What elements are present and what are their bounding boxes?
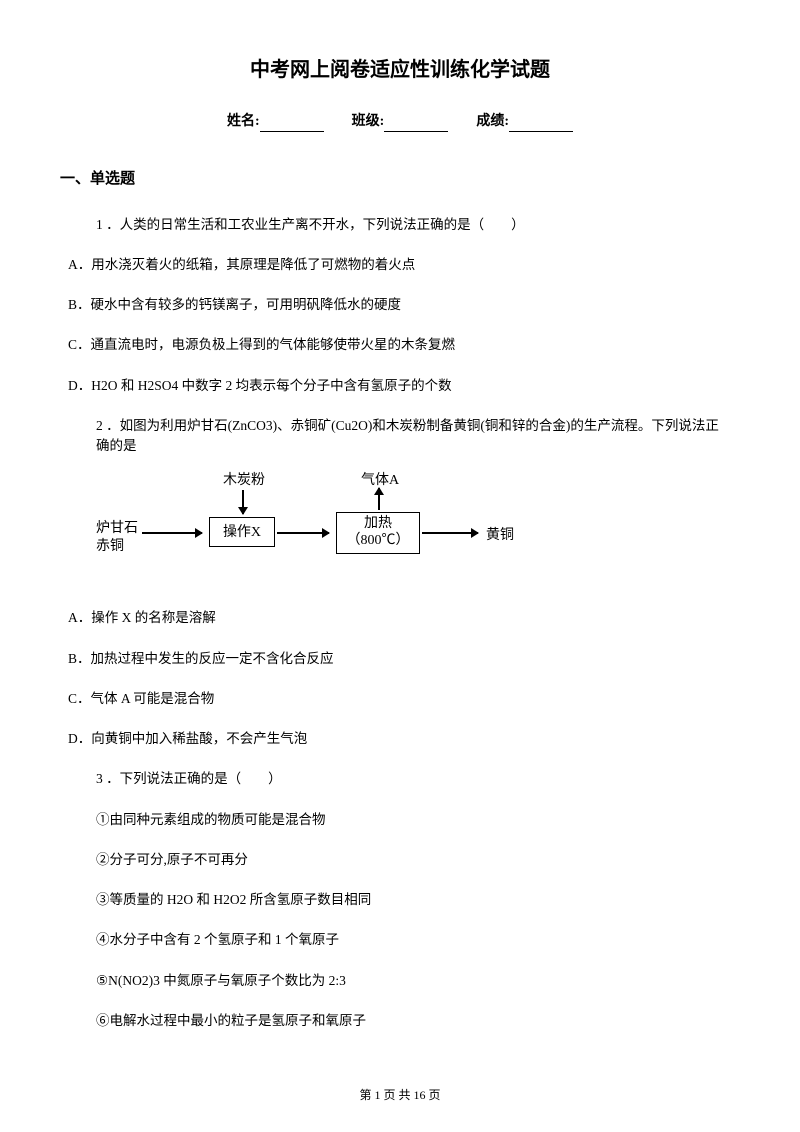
score-blank[interactable] <box>509 116 573 132</box>
diagram-output: 黄铜 <box>486 525 514 546</box>
q3-item-4: ④水分子中含有 2 个氢原子和 1 个氧原子 <box>96 930 732 950</box>
student-info: 姓名: 班级: 成绩: <box>68 111 732 132</box>
question-3-stem: 3 ．下列说法正确的是（ ） <box>96 769 732 789</box>
diagram-box-x: 操作X <box>209 517 275 547</box>
heat-label-2: （800℃） <box>347 533 410 550</box>
diagram-carbon: 木炭粉 <box>223 470 265 491</box>
section-heading: 一、单选题 <box>60 168 732 191</box>
q2-option-a: A．操作 X 的名称是溶解 <box>68 608 732 628</box>
q1-option-a: A．用水浇灭着火的纸箱，其原理是降低了可燃物的着火点 <box>68 255 732 275</box>
arrow-icon <box>378 488 380 510</box>
q3-item-5: ⑤N(NO2)3 中氮原子与氧原子个数比为 2:3 <box>96 971 732 991</box>
name-blank[interactable] <box>260 116 324 132</box>
page-title: 中考网上阅卷适应性训练化学试题 <box>68 55 732 85</box>
q2-option-d: D．向黄铜中加入稀盐酸，不会产生气泡 <box>68 729 732 749</box>
flowchart-diagram: 炉甘石 赤铜 木炭粉 操作X 气体A 加热 （800℃） 黄铜 <box>96 470 546 590</box>
q2-option-b: B．加热过程中发生的反应一定不含化合反应 <box>68 649 732 669</box>
arrow-icon <box>277 532 329 534</box>
question-2-stem: 2 ．如图为利用炉甘石(ZnCO3)、赤铜矿(Cu2O)和木炭粉制备黄铜(铜和锌… <box>96 416 732 457</box>
q3-item-2: ②分子可分,原子不可再分 <box>96 850 732 870</box>
arrow-icon <box>242 490 244 514</box>
q3-item-3: ③等质量的 H2O 和 H2O2 所含氢原子数目相同 <box>96 890 732 910</box>
diagram-input2: 赤铜 <box>96 536 124 557</box>
box-x-label: 操作X <box>223 522 261 543</box>
class-label: 班级: <box>352 114 385 129</box>
question-1-stem: 1 ．人类的日常生活和工农业生产离不开水，下列说法正确的是（ ） <box>96 215 732 235</box>
page-footer: 第 1 页 共 16 页 <box>0 1086 800 1104</box>
q1-option-d: D．H2O 和 H2SO4 中数字 2 均表示每个分子中含有氢原子的个数 <box>68 376 732 396</box>
name-label: 姓名: <box>227 114 260 129</box>
q3-item-6: ⑥电解水过程中最小的粒子是氢原子和氧原子 <box>96 1011 732 1031</box>
q1-option-b: B．硬水中含有较多的钙镁离子，可用明矾降低水的硬度 <box>68 295 732 315</box>
heat-label-1: 加热 <box>364 516 392 533</box>
q1-option-c: C．通直流电时，电源负极上得到的气体能够使带火星的木条复燃 <box>68 335 732 355</box>
arrow-icon <box>422 532 478 534</box>
arrow-icon <box>142 532 202 534</box>
diagram-heat-box: 加热 （800℃） <box>336 512 420 554</box>
q3-item-1: ①由同种元素组成的物质可能是混合物 <box>96 810 732 830</box>
q2-option-c: C．气体 A 可能是混合物 <box>68 689 732 709</box>
class-blank[interactable] <box>384 116 448 132</box>
score-label: 成绩: <box>476 114 509 129</box>
